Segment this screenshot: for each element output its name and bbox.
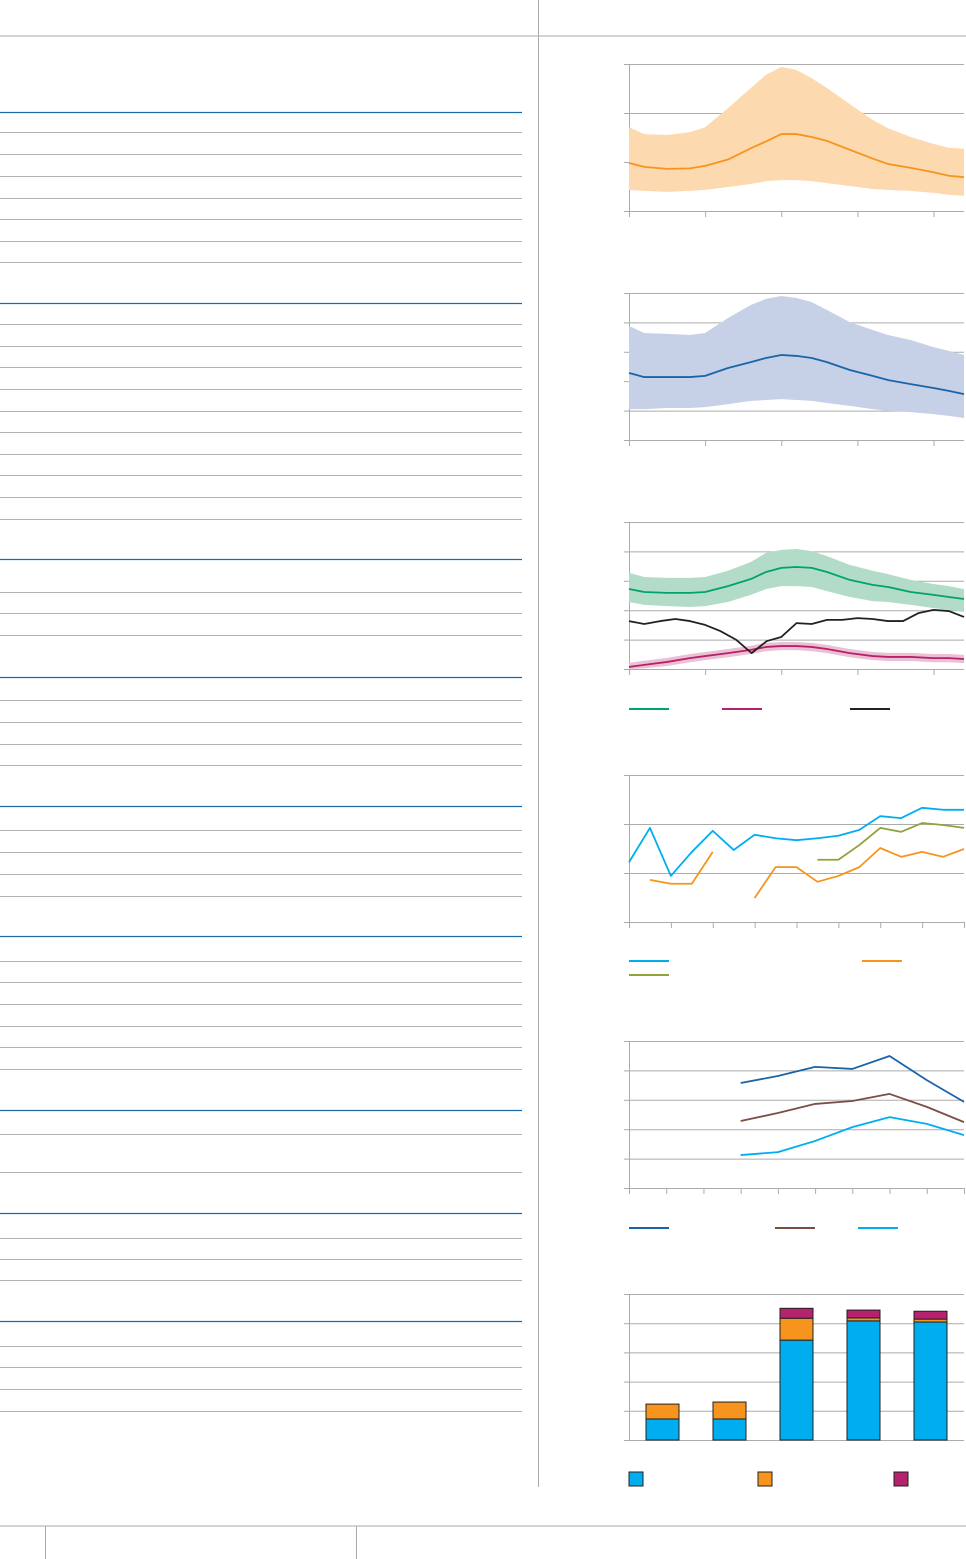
bar-segment-magenta xyxy=(913,1310,948,1320)
bar-segment-blue xyxy=(712,1418,747,1441)
series-line-mean xyxy=(628,354,965,396)
bar-segment-blue xyxy=(645,1418,680,1441)
confidence-band xyxy=(629,641,964,669)
legend-swatch-orange xyxy=(757,1471,773,1487)
series-line-light-blue xyxy=(628,806,964,877)
confidence-band xyxy=(629,295,964,418)
bar-segment-orange xyxy=(712,1401,747,1420)
confidence-band xyxy=(629,549,964,612)
bar-segment-orange xyxy=(779,1317,814,1341)
series-line-brown xyxy=(740,1093,965,1123)
confidence-band xyxy=(629,66,964,196)
series-line-orange xyxy=(649,851,714,885)
series-line-orange xyxy=(753,847,965,899)
bar-segment-orange xyxy=(645,1403,680,1420)
series-line-dark-blue xyxy=(740,1055,965,1103)
series-line-pink xyxy=(628,645,965,668)
bar-segment-blue xyxy=(913,1321,948,1441)
series-line-olive xyxy=(817,822,965,861)
bar-segment-blue xyxy=(779,1339,814,1441)
legend-swatch-blue xyxy=(628,1471,644,1487)
series-line-black xyxy=(628,609,965,655)
legend-swatch-magenta xyxy=(893,1471,909,1487)
series-line-mean xyxy=(628,133,965,179)
bar-segment-magenta xyxy=(779,1307,814,1319)
series-line-green xyxy=(628,566,965,600)
bar-segment-magenta xyxy=(846,1309,881,1319)
series-line-light-blue xyxy=(740,1116,965,1156)
bar-segment-blue xyxy=(846,1320,881,1441)
